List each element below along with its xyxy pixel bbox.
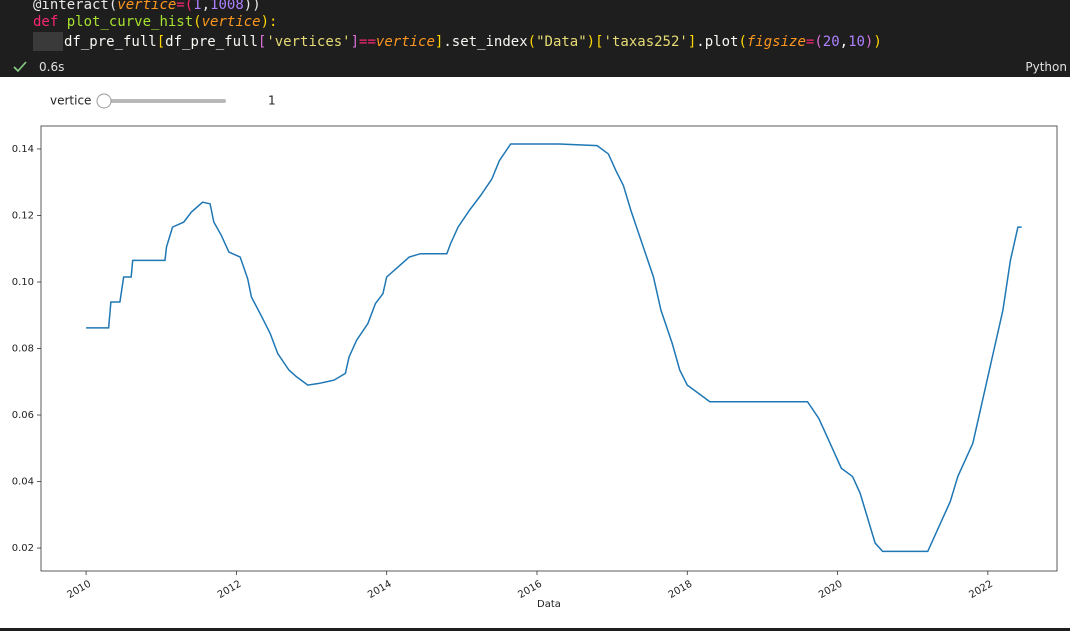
- code-token: 1: [193, 0, 202, 13]
- code-token: )): [243, 0, 261, 13]
- code-token: 'vertices': [266, 34, 351, 50]
- code-token: ,: [201, 0, 211, 13]
- x-tick-label: 2016: [516, 579, 544, 601]
- kernel-language[interactable]: Python: [1025, 60, 1067, 74]
- slider-track[interactable]: [100, 99, 226, 103]
- x-axis-label: Data: [537, 599, 561, 610]
- code-token: [58, 14, 66, 30]
- code-token: [: [156, 34, 166, 50]
- code-line: def plot_curve_hist(vertice):: [33, 13, 277, 31]
- code-token: (: [814, 34, 823, 50]
- code-token: (: [527, 34, 537, 50]
- code-line: @interact(vertice=(1,1008)): [33, 0, 261, 14]
- code-token: 1008: [210, 0, 244, 13]
- code-token: (: [738, 34, 747, 50]
- bottom-bar: [0, 628, 1070, 631]
- success-check: [13, 61, 27, 73]
- exec-time: 0.6s: [39, 60, 65, 74]
- code-token: ]: [434, 34, 444, 50]
- code-token: =: [805, 34, 815, 50]
- slider-label: vertice: [50, 94, 91, 108]
- code-token: [: [595, 34, 604, 50]
- y-tick-label: 0.14: [12, 144, 34, 155]
- code-token: 10: [848, 34, 865, 50]
- code-token: ): [586, 34, 596, 50]
- code-token: vertice: [375, 34, 435, 50]
- code-token: "Data": [536, 34, 587, 50]
- code-token: ):: [260, 14, 278, 30]
- x-tick-label: 2014: [366, 579, 394, 601]
- code-token: 'taxas252': [603, 34, 688, 50]
- code-line: df_pre_full[df_pre_full['vertices']==ver…: [64, 33, 882, 51]
- code-token: df_pre_full: [165, 34, 258, 50]
- slider-value: 1: [268, 94, 276, 108]
- code-token: ,: [839, 34, 849, 50]
- code-token: figsize: [746, 34, 806, 50]
- code-token: ): [864, 34, 874, 50]
- data-line: [86, 143, 1022, 553]
- x-tick-label: 2012: [216, 579, 244, 601]
- code-token: vertice: [201, 14, 261, 30]
- y-tick-label: 0.04: [12, 477, 34, 488]
- x-tick-label: 2020: [817, 579, 845, 601]
- code-token: 20: [822, 34, 840, 50]
- code-token: def: [33, 14, 59, 30]
- output: vertice 1 Data 0.02 0.04 0.06 0.08 0.10 0.12 0…: [12, 93, 1058, 610]
- y-tick-label: 0.02: [12, 543, 34, 554]
- cell-status: 0.6s Python: [0, 58, 1070, 77]
- code-token: .set_index: [443, 34, 528, 50]
- code-token: @interact(: [33, 0, 118, 13]
- x-tick-label: 2010: [66, 579, 94, 601]
- slider-handle[interactable]: [96, 93, 112, 109]
- x-tick-label: 2018: [667, 579, 695, 601]
- indent-guide: [33, 32, 63, 51]
- code-token: plot_curve_hist: [66, 14, 194, 30]
- code-token: ==: [359, 34, 376, 50]
- code-token: [: [257, 34, 267, 50]
- code-token: ]: [687, 34, 697, 50]
- code-token: (: [193, 14, 202, 30]
- code-token: ]: [350, 34, 360, 50]
- code-token: ): [873, 34, 882, 50]
- y-tick-label: 0.12: [12, 210, 34, 221]
- y-tick-label: 0.06: [12, 410, 34, 421]
- code-token: =(: [176, 0, 194, 13]
- x-tick-label: 2022: [967, 579, 995, 601]
- code-token: .plot: [696, 34, 739, 50]
- code-cell: @interact(vertice=(1,1008)) def plot_cur…: [0, 0, 1070, 77]
- y-tick-label: 0.10: [12, 277, 34, 288]
- y-tick-label: 0.08: [12, 344, 34, 355]
- code-token: df_pre_full: [64, 34, 157, 50]
- code-token: vertice: [117, 0, 177, 13]
- axes-frame: [40, 125, 1058, 572]
